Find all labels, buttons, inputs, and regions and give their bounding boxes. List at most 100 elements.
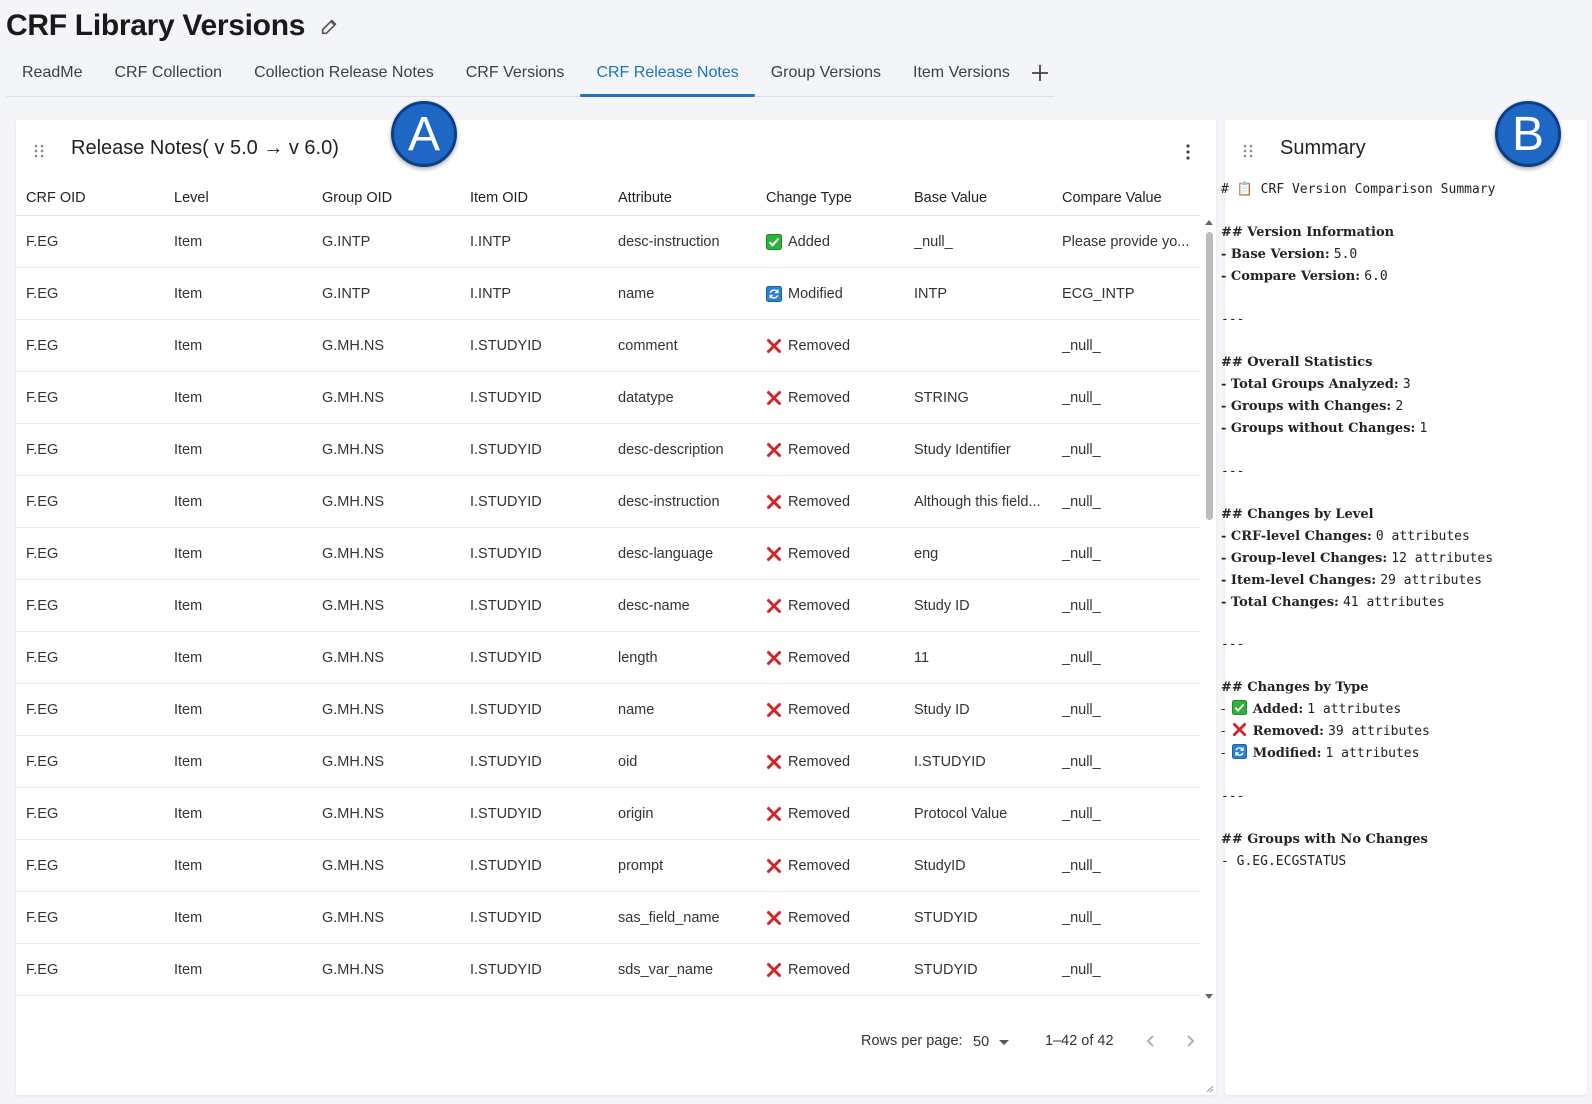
- table-cell: Removed: [756, 892, 904, 943]
- column-header[interactable]: Level: [174, 189, 209, 206]
- table-row[interactable]: F.EG Item G.MH.NS I.STUDYID sas_field_name Re…: [16, 892, 1200, 944]
- scroll-thumb[interactable]: [1206, 232, 1213, 520]
- column-header[interactable]: Attribute: [618, 189, 672, 206]
- caret-down-icon: [999, 1039, 1010, 1045]
- cross-icon: [766, 494, 782, 510]
- table-cell: significant_digits: [608, 996, 756, 1011]
- drag-handle-icon[interactable]: [33, 143, 45, 159]
- table-cell: Item: [174, 285, 203, 302]
- table-cell: desc-instruction: [618, 493, 720, 510]
- table-row[interactable]: F.EG Item G.MH.NS I.STUDYID oid Removed I.STUD…: [16, 736, 1200, 788]
- table-cell: Study ID: [914, 701, 970, 718]
- table-cell: G.MH.NS: [322, 389, 385, 406]
- column-header[interactable]: Compare Value: [1062, 189, 1162, 206]
- edit-pencil-icon[interactable]: [319, 15, 341, 37]
- table-cell: Removed: [756, 476, 904, 527]
- table-cell: 0: [904, 996, 1052, 1011]
- table-cell: _null_: [1062, 701, 1101, 718]
- scroll-up-icon[interactable]: [1204, 218, 1214, 226]
- total-groups-line: - Total Groups Analyzed: 3: [1221, 377, 1411, 392]
- table-cell: _null_: [1062, 753, 1101, 770]
- table-row[interactable]: F.EG Item G.INTP I.INTP desc-instruction Adde…: [16, 216, 1200, 268]
- callout-badge-b: B: [1495, 101, 1561, 167]
- table-cell: Please provide yo...: [1062, 233, 1190, 250]
- table-row[interactable]: F.EG Item G.MH.NS I.STUDYID desc-name Removed…: [16, 580, 1200, 632]
- previous-page-button[interactable]: [1139, 1029, 1163, 1053]
- plus-icon: [1031, 65, 1048, 81]
- table-cell: datatype: [618, 389, 674, 406]
- table-row[interactable]: F.EG Item G.MH.NS I.STUDYID datatype Removed S…: [16, 372, 1200, 424]
- cross-icon: [766, 910, 782, 926]
- chevron-left-icon: [1146, 1035, 1154, 1047]
- table-cell: desc-name: [618, 597, 690, 614]
- column-header[interactable]: CRF OID: [26, 189, 86, 206]
- table-cell: Removed: [756, 684, 904, 735]
- table-row[interactable]: F.EG Item G.MH.NS I.STUDYID sds_var_name Remo…: [16, 944, 1200, 996]
- table-cell: _null_: [1062, 857, 1101, 874]
- check-icon: [1231, 700, 1247, 715]
- table-cell: G.MH.NS: [312, 996, 460, 1011]
- table-cell: F.EG: [26, 441, 59, 458]
- table-cell: Removed: [756, 996, 904, 1011]
- item-level-line: - Item-level Changes: 29 attributes: [1221, 573, 1482, 588]
- add-tab-button[interactable]: [1026, 50, 1054, 96]
- tab-crf-collection[interactable]: CRF Collection: [114, 64, 223, 81]
- page-title: CRF Library Versions: [6, 9, 306, 42]
- table-cell: G.MH.NS: [322, 649, 385, 666]
- table-cell: StudyID: [914, 857, 966, 874]
- table-cell: oid: [618, 753, 638, 770]
- column-header[interactable]: Base Value: [914, 189, 988, 206]
- next-page-button[interactable]: [1178, 1029, 1202, 1053]
- table-cell: Removed: [756, 944, 904, 995]
- table-row[interactable]: F.EG Item G.MH.NS I.STUDYID desc-instruction…: [16, 476, 1200, 528]
- table-cell: eng: [914, 545, 939, 562]
- table-row[interactable]: F.EG Item G.MH.NS I.STUDYID desc-description…: [16, 424, 1200, 476]
- table-cell: Item: [174, 389, 203, 406]
- table-row[interactable]: F.EG Item G.MH.NS I.STUDYID desc-language Rem…: [16, 528, 1200, 580]
- table-row[interactable]: F.EG Item G.MH.NS I.STUDYID name Removed Study…: [16, 684, 1200, 736]
- table-row[interactable]: F.EG Item G.MH.NS I.STUDYID comment Removed _n…: [16, 320, 1200, 372]
- summary-heading: # 📋 CRF Version Comparison Summary: [1221, 182, 1496, 197]
- column-header[interactable]: Group OID: [322, 189, 393, 206]
- cross-icon: [766, 650, 782, 666]
- base-version-line: - Base Version: 5.0: [1221, 247, 1358, 262]
- more-options-icon[interactable]: [1186, 144, 1190, 160]
- cross-icon: [766, 390, 782, 406]
- table-cell: Removed: [756, 580, 904, 631]
- tab-item-versions[interactable]: Item Versions: [913, 64, 1010, 81]
- group-level-line: - Group-level Changes: 12 attributes: [1221, 551, 1494, 566]
- table-row[interactable]: F.EG Item G.MH.NS I.STUDYID length Removed 11 _…: [16, 632, 1200, 684]
- tab-collection-release-notes[interactable]: Collection Release Notes: [254, 64, 434, 81]
- table-scrollbar[interactable]: [1203, 216, 1215, 1011]
- column-header[interactable]: Change Type: [766, 189, 852, 206]
- table-row[interactable]: F.EGItemG.MH.NSI.STUDYIDsignificant_digi…: [16, 996, 1200, 1011]
- drag-handle-icon[interactable]: [1242, 143, 1254, 159]
- tab-crf-versions[interactable]: CRF Versions: [465, 64, 565, 81]
- table-cell: G.MH.NS: [322, 545, 385, 562]
- table-cell: _null_: [1052, 996, 1200, 1011]
- table-cell: I.STUDYID: [470, 545, 542, 562]
- tab-group-versions[interactable]: Group Versions: [770, 64, 881, 81]
- scroll-down-icon[interactable]: [1204, 993, 1214, 1001]
- table-cell: F.EG: [26, 597, 59, 614]
- table-row[interactable]: F.EG Item G.INTP I.INTP name Modified INTP ECG_…: [16, 268, 1200, 320]
- tab-readme[interactable]: ReadMe: [22, 64, 83, 81]
- table-cell: Item: [174, 701, 203, 718]
- resize-grip-icon[interactable]: [1206, 1085, 1214, 1093]
- table-cell: comment: [618, 337, 678, 354]
- summary-panel: Summary # 📋 CRF Version Comparison Summa…: [1221, 120, 1587, 1095]
- release-notes-title: Release Notes( v 5.0 → v 6.0): [71, 137, 339, 159]
- column-header[interactable]: Item OID: [470, 189, 529, 206]
- table-row[interactable]: F.EG Item G.MH.NS I.STUDYID origin Removed Pro…: [16, 788, 1200, 840]
- release-notes-panel: Release Notes( v 5.0 → v 6.0) CRF OID Le…: [16, 120, 1216, 1095]
- table-cell: origin: [618, 805, 654, 822]
- rows-per-page-select[interactable]: 50: [973, 1029, 1015, 1055]
- table-cell: Item: [174, 545, 203, 562]
- table-cell: _null_: [1062, 441, 1101, 458]
- table-cell: F.EG: [26, 909, 59, 926]
- rows-per-page-value: 50: [973, 1034, 990, 1050]
- table-cell: F.EG: [26, 701, 59, 718]
- table-row[interactable]: F.EG Item G.MH.NS I.STUDYID prompt Removed Stu…: [16, 840, 1200, 892]
- tab-crf-release-notes[interactable]: CRF Release Notes: [580, 50, 756, 97]
- table-cell: name: [618, 285, 655, 302]
